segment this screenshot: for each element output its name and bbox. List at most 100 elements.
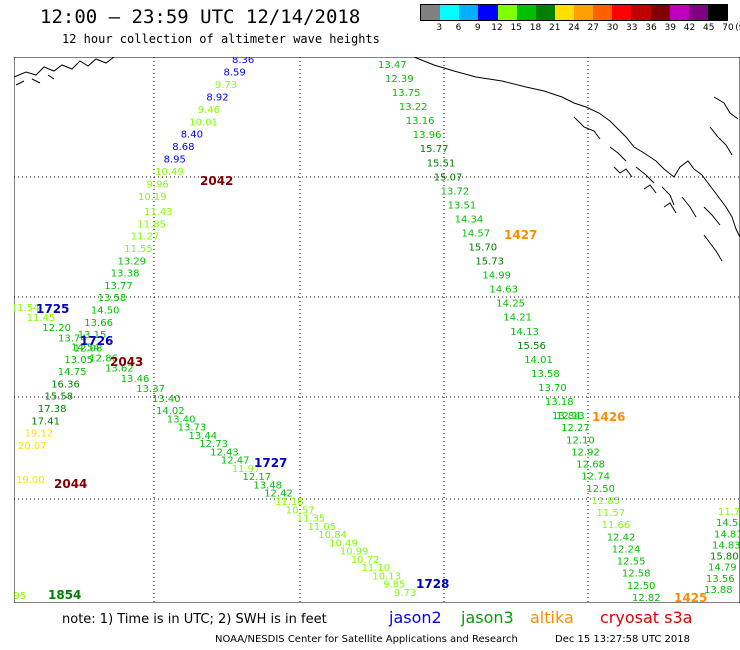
wave-height-value: 10.72 (351, 555, 380, 566)
wave-height-value: 13.05 (64, 355, 93, 366)
wave-height-value: 11.10 (362, 563, 391, 574)
wave-height-value: 10.49 (329, 538, 358, 549)
wave-height-value: 13.48 (253, 481, 282, 492)
coastline (14, 57, 740, 262)
units-note: note: 1) Time is in UTC; 2) SWH is in fe… (62, 612, 327, 627)
wave-height-value: 11.66 (602, 520, 631, 531)
wave-height-value: 13.84 (552, 411, 581, 422)
track-b-north: 11.5411.4512.2013.7412.0812.8613.6213.46… (14, 303, 181, 405)
wave-height-value: 9.73 (394, 588, 416, 599)
wave-height-value: 10.84 (318, 530, 347, 541)
wave-height-value: 13.62 (105, 364, 134, 375)
wave-height-value: 10.99 (340, 547, 369, 558)
wave-height-value: 8.95 (164, 155, 186, 166)
legend-swatch (612, 5, 632, 20)
wave-height-value: 9.96 (147, 180, 169, 191)
wave-height-value: 8.59 (224, 68, 246, 79)
wave-height-value: 13.77 (104, 281, 133, 292)
legend-swatch (440, 5, 460, 20)
wave-height-value: 9.95 (14, 591, 26, 602)
pass-number-label: 2043 (110, 355, 143, 369)
wave-height-value: 13.75 (392, 88, 421, 99)
track-c-south: 12.1312.2712.1012.9212.6812.7412.5011.85… (556, 411, 661, 603)
wave-height-value: 11.05 (308, 522, 337, 533)
wave-height-value: 13.29 (118, 256, 147, 267)
wave-height-value: 13.37 (136, 384, 165, 395)
wave-height-value: 14.83 (712, 540, 740, 551)
wave-height-value: 14.99 (482, 271, 511, 282)
wave-height-value: 14.02 (156, 406, 185, 417)
wave-height-value: 13.56 (706, 574, 735, 585)
legend-swatch (535, 5, 555, 20)
legend-swatch (421, 5, 441, 20)
wave-height-value: 14.79 (708, 563, 737, 574)
legend-swatch (707, 5, 727, 20)
legend-label: 39 (664, 23, 676, 33)
wave-height-value: 12.47 (221, 456, 250, 467)
wave-height-value: 13.38 (111, 269, 140, 280)
wave-height-value: 13.51 (448, 200, 477, 211)
legend-swatch (574, 5, 594, 20)
wave-height-value: 12.42 (607, 532, 636, 543)
wave-height-value: 11.35 (297, 514, 326, 525)
wave-height-value: 12.39 (385, 74, 414, 85)
wave-height-value: 12.50 (586, 484, 615, 495)
wave-height-value: 14.25 (496, 299, 525, 310)
wave-height-value: 13.96 (413, 130, 442, 141)
wave-height-value: 10.13 (372, 572, 401, 583)
wave-height-value: 13.16 (406, 116, 435, 127)
legend-label: 6 (455, 23, 462, 33)
wave-height-value: 13.40 (152, 394, 181, 405)
wave-height-value: 12.74 (581, 472, 610, 483)
wave-height-value: 14.81 (714, 529, 740, 540)
wave-height-value: 17.41 (31, 416, 60, 427)
pass-number-label: 1854 (48, 588, 81, 602)
legend-swatch (688, 5, 708, 20)
wave-height-value: 15.56 (517, 341, 546, 352)
map-subtitle: 12 hour collection of altimeter wave hei… (62, 32, 380, 46)
wave-height-value: 11.54 (14, 303, 40, 314)
wave-height-value: 12.27 (561, 423, 590, 434)
wave-height-value: 11.16 (275, 497, 304, 508)
wave-height-value: 13.47 (378, 60, 407, 71)
wave-height-value: 13.18 (545, 397, 574, 408)
timestamp: Dec 15 13:27:58 UTC 2018 (555, 634, 690, 645)
wave-height-value: 13.74 (58, 333, 87, 344)
pass-number-label: 1727 (254, 456, 287, 470)
wave-height-value: 15.58 (45, 392, 74, 403)
credit-line: NOAA/NESDIS Center for Satellite Applica… (215, 634, 518, 645)
wave-height-value: 19.12 (25, 429, 54, 440)
track-c-north: 13.47 12.39 13.75 13.22 13.16 13.96 15.77 15.51… (378, 60, 581, 422)
wave-height-value: 12.58 (622, 569, 651, 580)
wave-height-value: 15.70 (469, 243, 498, 254)
wave-height-value: 14.13 (510, 327, 539, 338)
legend-swatch (478, 5, 498, 20)
wave-height-value: 13.58 (531, 369, 560, 380)
wave-height-value: 8.68 (172, 142, 194, 153)
wave-height-value: 20.07 (18, 441, 47, 452)
wave-height-value: 12.13 (556, 411, 585, 422)
wave-height-value: 12.73 (199, 439, 228, 450)
legend-label: 18 (529, 23, 542, 33)
pass-number-label: 1728 (416, 577, 449, 591)
legend-label: 45 (703, 23, 715, 33)
wave-height-value: 11.27 (131, 232, 160, 243)
pass-number-label: 1726 (80, 334, 113, 348)
wave-height-value: 13.58 (98, 293, 127, 304)
legend-unit: (ft) (735, 23, 740, 33)
altimeter-tracks: 8.368.599.738.929.4610.018.408.688.9510.… (14, 57, 740, 603)
wave-height-value: 14.57 (462, 229, 491, 240)
wave-height-value: 14.75 (58, 367, 87, 378)
wave-height-value: 12.86 (89, 354, 118, 365)
satellite-jason3: jason3 (461, 608, 514, 627)
legend-label: 24 (568, 23, 580, 33)
legend-label: 15 (510, 23, 522, 33)
wave-height-value: 8.40 (181, 130, 203, 141)
legend-swatch (593, 5, 613, 20)
wave-height-value: 15.80 (710, 552, 739, 563)
legend-swatch (459, 5, 479, 20)
legend-swatch (497, 5, 517, 20)
